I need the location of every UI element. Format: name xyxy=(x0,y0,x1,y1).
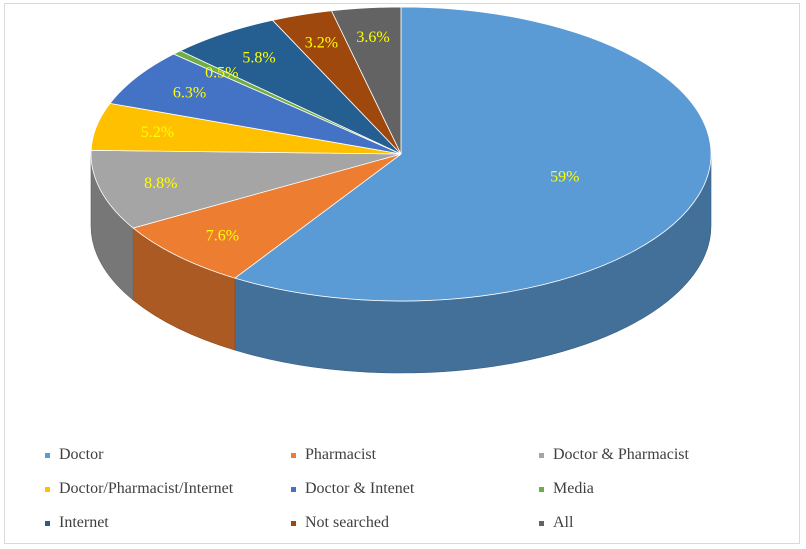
data-label-pharmacist: 7.6% xyxy=(206,228,239,245)
legend-item-doctor: Doctor xyxy=(45,444,291,466)
data-label-doctor: 59% xyxy=(550,169,579,186)
legend-swatch xyxy=(539,520,544,526)
pie-slice-all xyxy=(330,6,402,155)
data-label-media: 0.5% xyxy=(205,65,238,82)
legend-swatch xyxy=(291,486,296,492)
legend-swatch xyxy=(291,520,296,526)
legend-item-media: Media xyxy=(539,478,805,500)
legend-label: Internet xyxy=(59,514,109,531)
data-label-not-searched: 3.2% xyxy=(305,35,338,52)
chart-frame: 59% 7.6% 8.8% 5.2% 6.3% 0.5% 5.8% 3.2% 3.6% Doct… xyxy=(4,3,800,544)
legend-item-doctor-pharmacist-internet: Doctor/Pharmacist/Internet xyxy=(45,478,291,500)
legend-item-all: All xyxy=(539,512,805,534)
data-label-doctor-intenet: 6.3% xyxy=(173,85,206,102)
legend-item-not-searched: Not searched xyxy=(291,512,539,534)
legend-item-pharmacist: Pharmacist xyxy=(291,444,539,466)
legend-swatch xyxy=(539,452,544,458)
legend-label: Doctor xyxy=(59,446,104,463)
legend-label: Media xyxy=(553,480,594,497)
legend-label: Doctor/Pharmacist/Internet xyxy=(59,480,234,497)
pie-slices xyxy=(90,6,712,302)
legend-label: All xyxy=(553,514,574,531)
legend-swatch xyxy=(45,486,50,492)
data-labels: 59% 7.6% 8.8% 5.2% 6.3% 0.5%5.8% 3.2% 3.6% xyxy=(141,29,580,244)
legend-swatch xyxy=(45,452,50,458)
legend-item-internet: Internet xyxy=(45,512,291,534)
legend-label: Pharmacist xyxy=(305,446,377,463)
pie-slice-doctor-intenet xyxy=(109,53,402,155)
legend: Doctor Pharmacist Doctor & Pharmacist Docto… xyxy=(45,444,805,534)
legend-swatch xyxy=(291,452,296,458)
pie-slice-pharmacist xyxy=(132,153,402,279)
legend-item-doctor-intenet: Doctor & Intenet xyxy=(291,478,539,500)
legend-swatch xyxy=(539,486,544,492)
pie-sides xyxy=(90,153,712,374)
data-label-internet: 5.8% xyxy=(242,50,275,67)
data-label-doctor-pharmacist-internet: 5.2% xyxy=(141,124,174,141)
pie-chart: 59% 7.6% 8.8% 5.2% 6.3% 0.5%5.8% 3.2% 3.6% xyxy=(90,6,712,374)
data-label-doctor-pharmacist: 8.8% xyxy=(144,175,177,192)
data-label-all: 3.6% xyxy=(356,29,389,46)
legend-label: Not searched xyxy=(305,514,389,531)
legend-item-doctor-pharmacist: Doctor & Pharmacist xyxy=(539,444,805,466)
legend-label: Doctor & Intenet xyxy=(305,480,415,497)
legend-swatch xyxy=(45,520,50,526)
pie-slice-doctor-pharmacist xyxy=(90,149,402,229)
legend-label: Doctor & Pharmacist xyxy=(553,446,689,463)
pie-slice-doctor xyxy=(234,6,712,302)
